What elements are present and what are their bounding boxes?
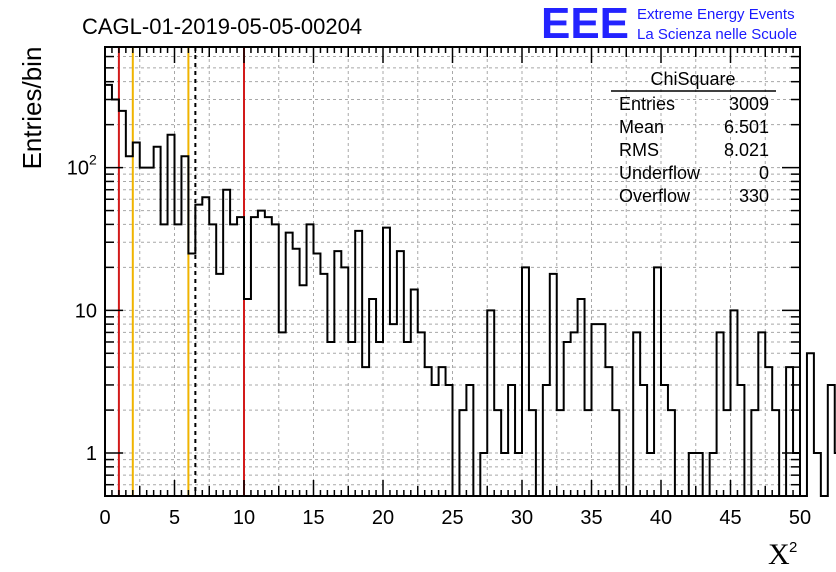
stats-row-value: 330 xyxy=(739,186,769,206)
y-tick-label: 10 xyxy=(75,300,97,322)
x-tick-label: 25 xyxy=(441,507,463,529)
stats-row-label: Entries xyxy=(619,94,675,114)
logo-line-1: Extreme Energy Events xyxy=(637,6,795,23)
x-axis-label: X 2 xyxy=(768,538,797,571)
x-tick-label: 35 xyxy=(580,507,602,529)
histogram-outline xyxy=(104,83,836,497)
eee-logo-mark: EEE xyxy=(541,0,629,48)
y-axis-label: Entries/bin xyxy=(17,47,47,170)
stats-row-value: 3009 xyxy=(729,94,769,114)
stats-row-label: Overflow xyxy=(619,186,691,206)
x-tick-labels: 0 5 10 15 20 25 30 35 40 45 50 xyxy=(99,507,811,529)
stats-rows: Entries 3009 Mean 6.501 RMS 8.021 Underflow 0 Ov… xyxy=(619,94,769,206)
x-tick-label: 40 xyxy=(650,507,672,529)
x-tick-label: 10 xyxy=(233,507,255,529)
stats-row-value: 8.021 xyxy=(724,140,769,160)
y-tick-label: 1 xyxy=(86,443,97,465)
grid xyxy=(105,47,800,496)
x-tick-label: 0 xyxy=(99,507,110,529)
stats-box-title: ChiSquare xyxy=(650,69,735,89)
x-tick-label: 15 xyxy=(302,507,324,529)
y-tick-label-superscript: 2 xyxy=(89,152,97,168)
stats-row-label: RMS xyxy=(619,140,659,160)
stats-row-label: Underflow xyxy=(619,163,701,183)
x-tick-label: 30 xyxy=(511,507,533,529)
chart-title: CAGL-01-2019-05-05-00204 xyxy=(82,14,362,39)
stats-row-value: 0 xyxy=(759,163,769,183)
stats-row-value: 6.501 xyxy=(724,117,769,137)
x-tick-label: 5 xyxy=(169,507,180,529)
x-tick-label: 45 xyxy=(719,507,741,529)
stats-box: ChiSquare Entries 3009 Mean 6.501 RMS 8.021 Un… xyxy=(611,69,776,206)
logo-line-2: La Scienza nelle Scuole xyxy=(637,26,797,43)
stats-row-label: Mean xyxy=(619,117,664,137)
x-tick-label: 50 xyxy=(789,507,811,529)
axis-ticks xyxy=(104,47,801,496)
x-axis-label-base: X xyxy=(768,538,790,571)
x-tick-label: 20 xyxy=(372,507,394,529)
marker-lines xyxy=(117,47,245,496)
eee-logo: EEE Extreme Energy Events La Scienza nel… xyxy=(541,0,797,48)
y-tick-label: 10 xyxy=(67,158,89,180)
x-axis-label-superscript: 2 xyxy=(789,539,797,556)
